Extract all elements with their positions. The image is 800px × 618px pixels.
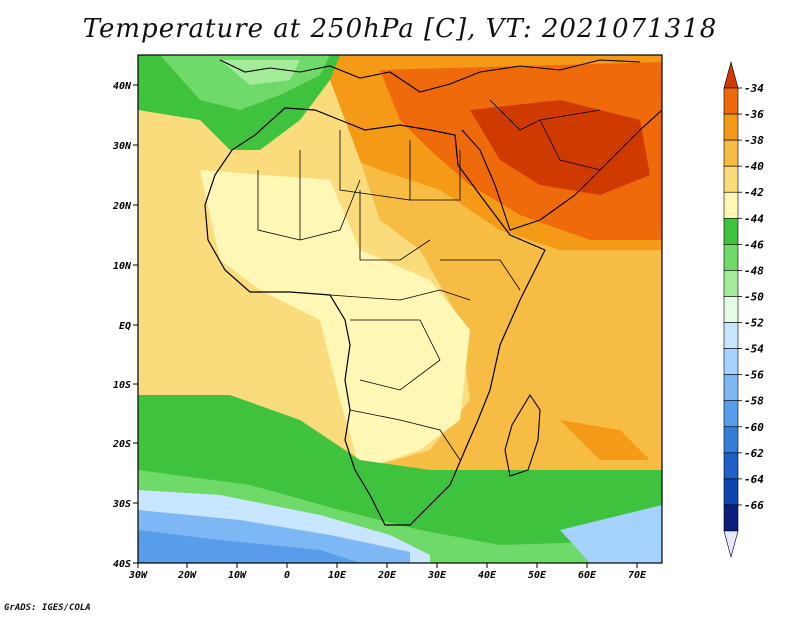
- colorbar-swatch: [723, 270, 739, 297]
- colorbar-bottom-arrow: [723, 530, 739, 559]
- lat-label: 40S: [113, 559, 131, 570]
- colorbar-swatch: [723, 478, 739, 506]
- colorbar-swatch: [723, 452, 739, 480]
- colorbar-label: -42: [744, 186, 764, 199]
- lon-label: 0: [284, 570, 290, 581]
- lat-label: EQ: [119, 321, 131, 332]
- field-med-pale: [220, 60, 300, 85]
- colorbar-label: -66: [744, 499, 764, 512]
- europe-coastline: [219, 59, 641, 93]
- lat-labels: 40N 30N 20N 10N EQ 10S 20S 30S 40S: [112, 81, 132, 570]
- madagascar-coastline: [504, 393, 541, 477]
- lat-label: 20S: [112, 439, 131, 450]
- colorbar-label: -56: [744, 369, 764, 382]
- lon-label: 50E: [528, 570, 547, 581]
- colorbar-swatch: [723, 87, 739, 115]
- colorbar-label: -44: [744, 212, 764, 225]
- colorbar-swatch: [723, 374, 739, 402]
- colorbar-label: -36: [744, 108, 764, 121]
- field-south-blue2: [138, 530, 360, 563]
- colorbar-label: -52: [744, 317, 764, 330]
- footer-credit: GrADS: IGES/COLA: [4, 603, 91, 613]
- colorbar-swatch: [723, 504, 739, 532]
- lon-label: 20W: [177, 570, 197, 581]
- colorbar-swatch: [723, 348, 739, 375]
- country-borders: [257, 99, 601, 461]
- colorbar: -34 -36 -38 -40 -42 -44 -46 -48 -50 -52 -54 -56 -58 -…: [723, 60, 764, 559]
- lon-label: 30E: [427, 570, 447, 581]
- lat-label: 10S: [113, 380, 131, 391]
- lon-label: 30W: [128, 570, 148, 581]
- colorbar-swatch: [723, 191, 739, 219]
- colorbar-swatch: [723, 165, 739, 193]
- lat-label: 30S: [112, 499, 131, 510]
- colorbar-top-arrow: [723, 60, 739, 89]
- field-east-africa: [470, 300, 662, 470]
- colorbar-swatch: [723, 322, 739, 349]
- colorbar-swatch: [723, 139, 739, 167]
- arabia-coastline: [461, 109, 662, 231]
- colorbar-label: -58: [744, 395, 764, 408]
- map-area: [138, 55, 662, 563]
- lon-label: 20E: [377, 570, 397, 581]
- colorbar-label: -60: [744, 421, 764, 434]
- lon-label: 60E: [578, 570, 597, 581]
- lat-label: 10N: [113, 261, 132, 272]
- field-central: [200, 170, 470, 470]
- field-south-east-blue: [560, 505, 662, 563]
- colorbar-label: -46: [744, 238, 764, 251]
- lon-label: 40E: [478, 570, 497, 581]
- colorbar-label: -54: [744, 343, 764, 356]
- colorbar-label: -50: [744, 290, 764, 303]
- colorbar-swatch: [723, 426, 739, 454]
- colorbar-swatch: [723, 217, 739, 245]
- lon-label: 10E: [328, 570, 347, 581]
- colorbar-label: -38: [744, 134, 764, 147]
- colorbar-label: -62: [744, 447, 764, 460]
- axis-ticks: [133, 84, 638, 568]
- colorbar-swatch: [723, 244, 739, 271]
- africa-coastline: [204, 107, 546, 526]
- colorbar-label: -34: [744, 82, 764, 95]
- map-title: Temperature at 250hPa [C], VT: 202107131…: [82, 14, 718, 44]
- field-madagascar-warm: [560, 420, 650, 460]
- colorbar-swatch: [723, 113, 739, 141]
- lon-labels: 30W 20W 10W 0 10E 20E 30E 40E 50E 60E 70…: [128, 570, 647, 581]
- colorbar-label: -64: [744, 473, 764, 486]
- lon-label: 70E: [628, 570, 647, 581]
- colorbar-swatch: [723, 296, 739, 323]
- lat-label: 40N: [113, 81, 132, 92]
- lat-label: 30N: [112, 141, 132, 152]
- lon-label: 10W: [228, 570, 247, 581]
- colorbar-label: -48: [744, 264, 764, 277]
- map-frame: [137, 54, 663, 564]
- field-arabia-core: [470, 100, 650, 195]
- colorbar-label: -40: [744, 160, 764, 173]
- lat-label: 20N: [112, 201, 132, 212]
- colorbar-swatch: [723, 400, 739, 428]
